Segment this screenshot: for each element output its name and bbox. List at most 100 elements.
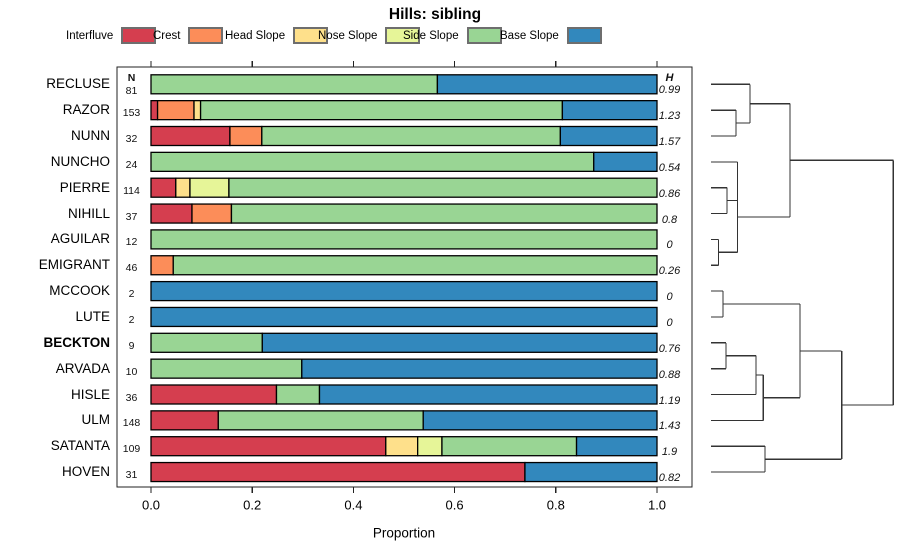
bar-segment-side	[150, 358, 303, 379]
n-value: 12	[125, 236, 138, 249]
bar-segment-crest	[156, 100, 195, 121]
n-value: 153	[122, 107, 141, 120]
bar-segment-base	[575, 436, 658, 457]
legend-item-head: Head Slope	[225, 27, 329, 44]
h-value: 0.8	[661, 213, 678, 226]
h-value: 0	[666, 291, 673, 304]
n-value: 9	[128, 339, 135, 352]
legend-item-base: Base Slope	[500, 27, 602, 44]
bar-segment-side	[172, 255, 658, 276]
x-tick-label: 0.0	[141, 497, 161, 513]
bar-segment-side	[217, 410, 424, 431]
bar-segment-side	[275, 384, 321, 405]
bar-segment-head	[385, 436, 419, 457]
row-label-hoven: HOVEN	[61, 464, 110, 480]
row-label-nihill: NIHILL	[67, 205, 110, 221]
h-value: 1.57	[658, 136, 681, 148]
h-value: 0.99	[658, 84, 681, 97]
bar-segment-head	[193, 100, 202, 121]
bar-segment-nose	[189, 177, 230, 198]
legend-item-label: Side Slope	[403, 29, 459, 42]
h-column-header: H	[665, 71, 674, 84]
legend-item-nose: Nose Slope	[318, 27, 421, 44]
row-label-arvada: ARVADA	[55, 360, 110, 376]
legend-item-label: Crest	[153, 29, 181, 42]
n-value: 36	[125, 391, 138, 404]
legend-swatch-crest	[188, 27, 224, 44]
bar-segment-side	[230, 203, 658, 224]
h-value: 0.26	[658, 265, 681, 278]
n-value: 81	[125, 84, 138, 97]
x-tick-label: 0.8	[546, 497, 565, 513]
bar-segment-interfluve	[150, 410, 219, 431]
h-value: 1.23	[658, 110, 681, 123]
chart-title: Hills: sibling	[388, 6, 482, 23]
bar-segment-interfluve	[150, 436, 387, 457]
legend-item-side: Side Slope	[403, 27, 502, 44]
bar-segment-base	[318, 384, 658, 405]
bar-segment-head	[175, 177, 191, 198]
bar-segment-side	[150, 74, 439, 95]
legend-item-crest: Crest	[153, 27, 224, 44]
x-tick-label: 0.2	[243, 497, 262, 513]
n-value: 148	[122, 417, 141, 430]
n-value: 46	[125, 262, 138, 275]
bar-segment-base	[150, 280, 658, 302]
bar-segment-side	[199, 100, 564, 121]
bar-segment-interfluve	[150, 100, 159, 121]
row-label-hisle: HISLE	[70, 386, 110, 402]
bar-segment-base	[150, 306, 658, 328]
h-value: 0	[666, 316, 673, 329]
legend-swatch-side	[466, 27, 502, 44]
bar-segment-interfluve	[150, 125, 231, 147]
bar-segment-side	[441, 436, 578, 457]
legend-item-label: Head Slope	[225, 29, 286, 42]
bar-segment-crest	[150, 255, 174, 276]
n-column-header: N	[127, 71, 136, 84]
row-label-nuncho: NUNCHO	[50, 153, 110, 169]
h-value: 0.88	[658, 368, 681, 381]
legend-item-label: Nose Slope	[318, 29, 378, 42]
n-value: 24	[125, 158, 138, 171]
bar-segment-nose	[417, 436, 443, 457]
h-value: 0.76	[658, 342, 681, 355]
n-value: 2	[128, 313, 135, 326]
x-axis-title: Proportion	[372, 525, 436, 541]
n-value: 109	[122, 443, 141, 456]
legend-swatch-base	[566, 27, 602, 44]
bar-segment-side	[228, 177, 658, 198]
bar-segment-base	[524, 461, 658, 483]
bar-segment-base	[561, 100, 658, 121]
x-tick-label: 0.6	[445, 497, 464, 513]
row-label-razor: RAZOR	[62, 102, 110, 118]
row-label-emigrant: EMIGRANT	[38, 257, 110, 273]
bar-segment-side	[150, 151, 595, 173]
bar-segment-base	[436, 74, 658, 95]
bar-segment-interfluve	[150, 203, 193, 224]
legend-swatch-head	[293, 27, 329, 44]
bar-segment-base	[422, 410, 658, 431]
n-value: 114	[123, 184, 140, 197]
bar-segment-side	[261, 125, 562, 147]
h-value: 0.54	[658, 161, 681, 174]
n-value: 31	[125, 469, 138, 482]
bar-segment-crest	[191, 203, 233, 224]
legend-item-interfluve: Interfluve	[66, 27, 157, 44]
h-value: 0.82	[658, 472, 681, 485]
legend-swatch-interfluve	[121, 27, 157, 44]
h-value: 1.43	[658, 420, 681, 433]
row-label-recluse: RECLUSE	[46, 76, 110, 92]
x-tick-label: 0.4	[344, 497, 363, 513]
h-value: 1.9	[661, 446, 678, 459]
row-label-beckton: BECKTON	[43, 334, 110, 350]
legend-item-label: Interfluve	[66, 29, 114, 42]
n-value: 10	[125, 365, 138, 378]
bar-segment-base	[559, 125, 658, 147]
bar-segment-base	[593, 151, 658, 173]
bar-segment-side	[150, 229, 658, 250]
bar-segment-interfluve	[150, 461, 526, 483]
h-value: 0.86	[658, 187, 681, 200]
row-label-lute: LUTE	[75, 308, 110, 324]
